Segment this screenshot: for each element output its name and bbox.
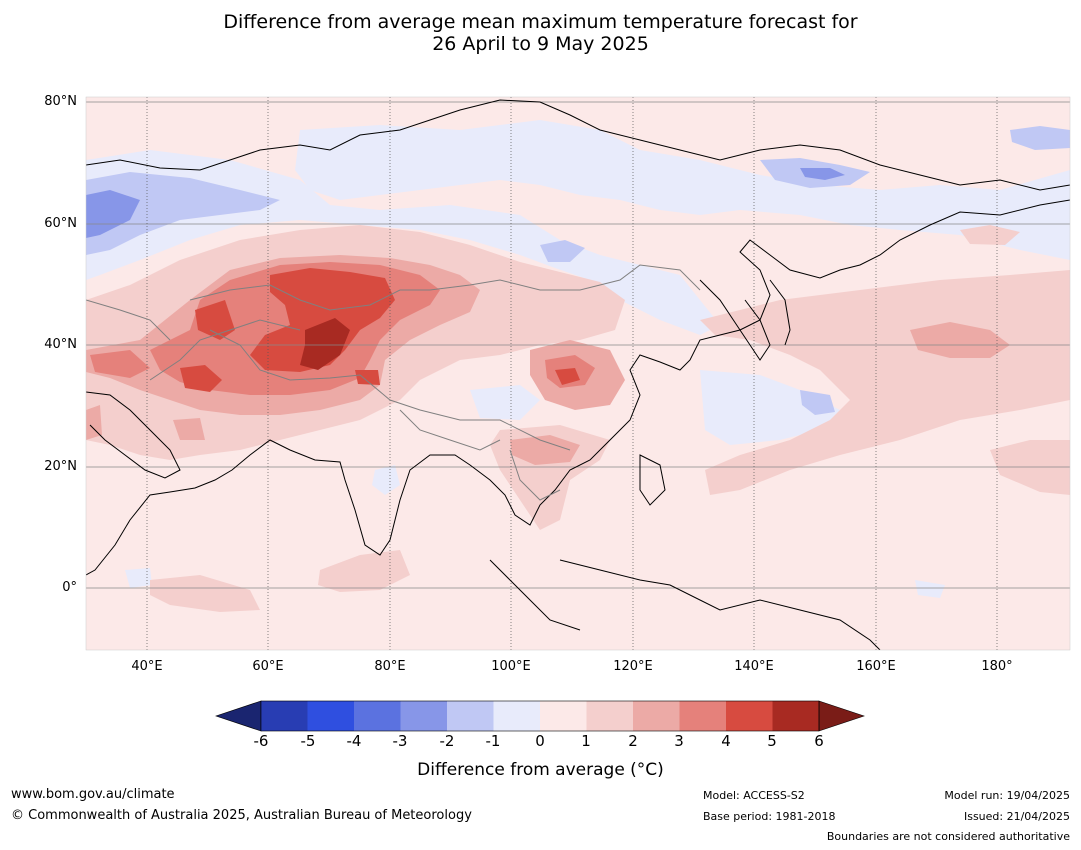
- colorbar-tick: -2: [439, 732, 455, 750]
- lon-label-160e: 160°E: [856, 659, 896, 674]
- colorbar-segment: [447, 701, 494, 731]
- colorbar-segment: [586, 701, 634, 731]
- lat-label-20n: 20°N: [44, 459, 77, 474]
- country-borders: [86, 264, 701, 501]
- colorbar-frame: [260, 700, 820, 732]
- lat-label-0: 0°: [62, 580, 77, 595]
- boundary-disclaimer: Boundaries are not considered authoritat…: [826, 830, 1070, 843]
- website-link[interactable]: www.bom.gov.au/climate: [11, 787, 175, 802]
- coastlines: [86, 99, 1070, 650]
- model-name: Model: ACCESS-S2: [703, 789, 805, 802]
- lon-label-100e: 100°E: [491, 659, 531, 674]
- base-period: Base period: 1981-2018: [703, 810, 836, 823]
- colorbar-segment: [261, 701, 308, 731]
- colorbar-tick: 4: [721, 732, 731, 750]
- colorbar: [215, 700, 865, 732]
- colorbar-tick: 5: [767, 732, 777, 750]
- lat-label-60n: 60°N: [44, 216, 77, 231]
- colorbar-extend-high: [818, 700, 865, 732]
- colorbar-segment: [772, 701, 820, 731]
- colorbar-tick: -5: [300, 732, 316, 750]
- colorbar-extend-low: [215, 700, 262, 732]
- lat-label-40n: 40°N: [44, 337, 77, 352]
- colorbar-tick: 3: [674, 732, 684, 750]
- meridians: [146, 97, 998, 650]
- colorbar-tick: -1: [485, 732, 501, 750]
- lon-label-40e: 40°E: [131, 659, 163, 674]
- model-run: Model run: 19/04/2025: [944, 789, 1070, 802]
- colorbar-tick: -4: [346, 732, 362, 750]
- chart-title-line1: Difference from average mean maximum tem…: [223, 11, 858, 33]
- lon-label-140e: 140°E: [734, 659, 774, 674]
- colorbar-segment: [726, 701, 773, 731]
- colorbar-tick: 1: [581, 732, 591, 750]
- colorbar-tick: 2: [628, 732, 638, 750]
- colorbar-tick: 0: [535, 732, 545, 750]
- colorbar-segment: [540, 701, 587, 731]
- colorbar-segment: [493, 701, 541, 731]
- colorbar-tick: -6: [253, 732, 269, 750]
- copyright-text: © Commonwealth of Australia 2025, Austra…: [11, 808, 472, 823]
- colorbar-title: Difference from average (°C): [417, 760, 664, 780]
- lon-label-60e: 60°E: [252, 659, 284, 674]
- colorbar-tick: -3: [392, 732, 408, 750]
- colorbar-tick: 6: [814, 732, 824, 750]
- colorbar-segment: [354, 701, 401, 731]
- issued-date: Issued: 21/04/2025: [963, 810, 1070, 823]
- lon-label-80e: 80°E: [374, 659, 406, 674]
- colorbar-segment: [400, 701, 448, 731]
- lon-label-180: 180°: [981, 659, 1013, 674]
- lon-label-120e: 120°E: [613, 659, 653, 674]
- chart-title-line2: 26 April to 9 May 2025: [432, 33, 649, 55]
- map-field: [86, 97, 1070, 650]
- lat-label-80n: 80°N: [44, 94, 77, 109]
- colorbar-segment: [679, 701, 727, 731]
- graticule: [86, 101, 1070, 589]
- colorbar-segment: [633, 701, 680, 731]
- colorbar-segment: [307, 701, 355, 731]
